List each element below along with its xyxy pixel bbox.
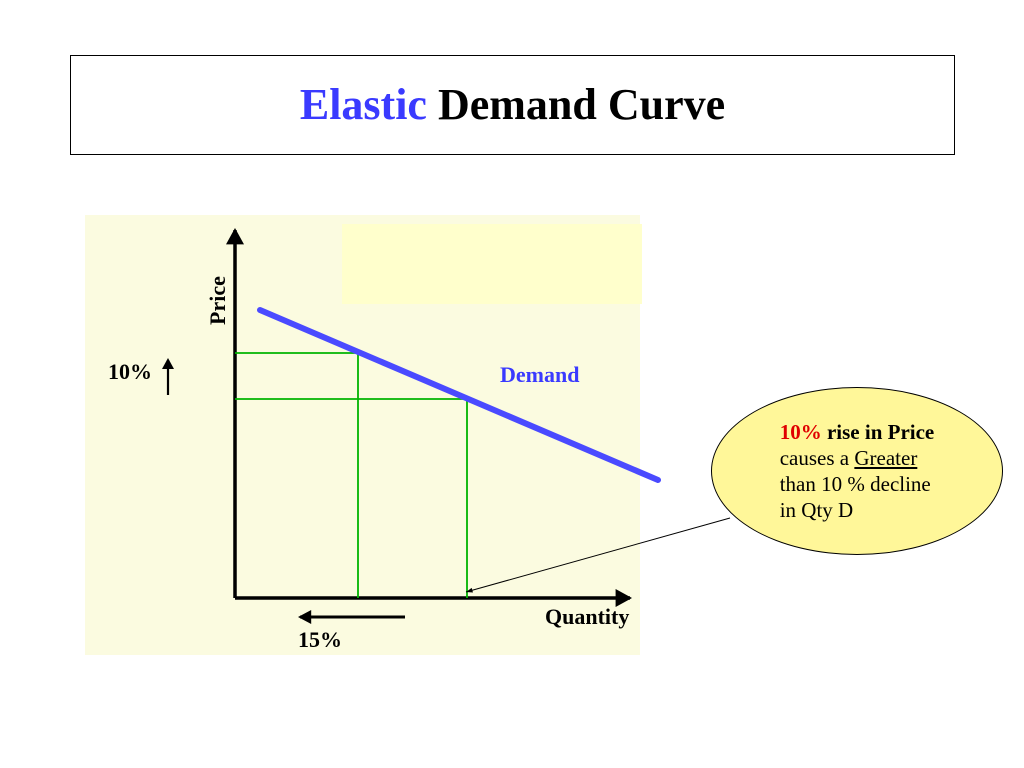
quantity-change-label: 15% <box>298 627 342 653</box>
callout-pct: 10% <box>780 420 822 444</box>
title-box: Elastic Demand Curve <box>70 55 955 155</box>
chart-inset-box <box>342 224 642 304</box>
page-title: Elastic Demand Curve <box>300 81 725 129</box>
callout-line3: than 10 % decline <box>780 472 931 496</box>
callout-line1-rest: rise in Price <box>822 420 935 444</box>
demand-line-label: Demand <box>500 362 579 388</box>
callout-line4: in Qty D <box>780 498 854 522</box>
y-axis-label: Price <box>205 276 231 325</box>
callout-bubble: 10% rise in Price causes a Greater than … <box>711 387 1003 555</box>
x-axis-label: Quantity <box>545 604 629 630</box>
callout-line2a: causes a <box>780 446 855 470</box>
title-word-elastic: Elastic <box>300 80 427 129</box>
price-change-label: 10% <box>108 359 152 385</box>
callout-text: 10% rise in Price causes a Greater than … <box>780 419 935 524</box>
title-word-rest: Demand Curve <box>427 80 725 129</box>
callout-line2b: Greater <box>854 446 917 470</box>
